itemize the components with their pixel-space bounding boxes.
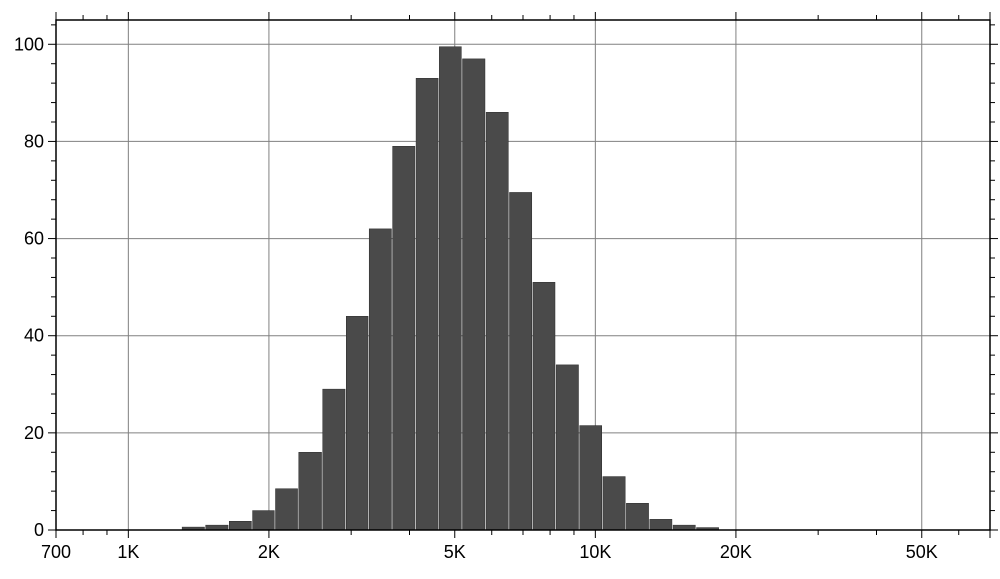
histogram-bar (439, 47, 461, 530)
histogram-bar (556, 365, 578, 530)
histogram-bar (486, 112, 508, 530)
histogram-bar (346, 316, 368, 530)
x-tick-label: 10K (579, 542, 611, 562)
histogram-bar (626, 503, 648, 530)
histogram-bar (253, 511, 275, 530)
x-tick-label: 2K (258, 542, 280, 562)
y-tick-label: 80 (24, 131, 44, 151)
histogram-bar (463, 59, 485, 530)
histogram-bar (229, 521, 251, 530)
y-tick-label: 40 (24, 326, 44, 346)
histogram-bar (299, 452, 322, 530)
x-tick-label: 50K (906, 542, 938, 562)
histogram-bar (416, 78, 438, 530)
histogram-bar (650, 519, 672, 530)
histogram-bar (323, 389, 345, 530)
histogram-chart: 0 20 40 60 80 100 700 1K 2K 5K 10K 20K 50K (0, 0, 1000, 574)
histogram-bar (276, 489, 298, 530)
x-tick-label: 700 (41, 542, 71, 562)
y-tick-label: 20 (24, 423, 44, 443)
histogram-bar (603, 477, 625, 530)
x-tick-label: 20K (720, 542, 752, 562)
chart-svg: 0 20 40 60 80 100 700 1K 2K 5K 10K 20K 50K (0, 0, 1000, 574)
y-tick-label: 100 (14, 34, 44, 54)
x-tick-label: 5K (444, 542, 466, 562)
histogram-bar (369, 229, 391, 530)
y-tick-label: 60 (24, 229, 44, 249)
histogram-bar (509, 192, 531, 530)
histogram-bar (533, 282, 555, 530)
y-tick-label: 0 (34, 520, 44, 540)
histogram-bar (393, 146, 415, 530)
x-tick-label: 1K (117, 542, 139, 562)
histogram-bar (580, 426, 602, 530)
